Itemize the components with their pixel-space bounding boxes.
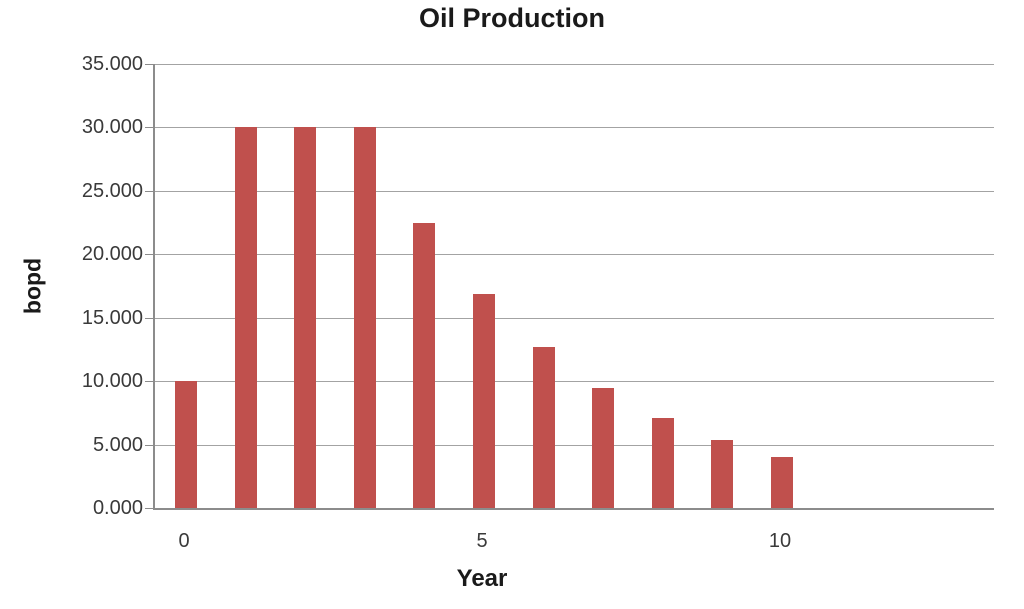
y-tick-mark [145, 381, 153, 382]
y-axis-title: bopd [19, 257, 46, 315]
y-tick-label: 35.000 [81, 53, 143, 75]
y-tick-mark [145, 508, 153, 509]
y-tick-mark [145, 445, 153, 446]
y-tick-label: 5.000 [92, 434, 143, 456]
bar-year-2 [294, 127, 316, 508]
y-tick-label: 20.000 [81, 243, 143, 265]
x-tick-label: 10 [768, 530, 792, 552]
bar-year-9 [711, 440, 733, 508]
chart-title: Oil Production [419, 3, 605, 33]
x-axis-title: Year [456, 565, 508, 592]
bar-year-3 [354, 127, 376, 508]
y-tick-mark [145, 127, 153, 128]
y-tick-mark [145, 191, 153, 192]
bar-year-6 [533, 347, 555, 508]
gridline [155, 191, 994, 192]
gridline [155, 318, 994, 319]
x-tick-label: 0 [178, 530, 190, 552]
y-tick-label: 15.000 [81, 307, 143, 329]
y-tick-label: 10.000 [81, 370, 143, 392]
bar-year-7 [592, 388, 614, 508]
y-tick-mark [145, 254, 153, 255]
x-tick-label: 5 [476, 530, 488, 552]
gridline [155, 254, 994, 255]
bar-year-0 [175, 381, 197, 508]
y-tick-mark [145, 318, 153, 319]
bar-year-10 [771, 457, 793, 508]
bar-year-5 [473, 294, 495, 508]
gridline [155, 127, 994, 128]
gridline [155, 445, 994, 446]
bar-year-4 [413, 223, 435, 508]
gridline [155, 381, 994, 382]
y-tick-label: 30.000 [81, 116, 143, 138]
y-tick-label: 0.000 [92, 497, 143, 519]
bar-year-1 [235, 127, 257, 508]
bar-year-8 [652, 418, 674, 508]
y-tick-label: 25.000 [81, 180, 143, 202]
gridline [155, 64, 994, 65]
y-tick-mark [145, 64, 153, 65]
plot-area [153, 64, 994, 510]
